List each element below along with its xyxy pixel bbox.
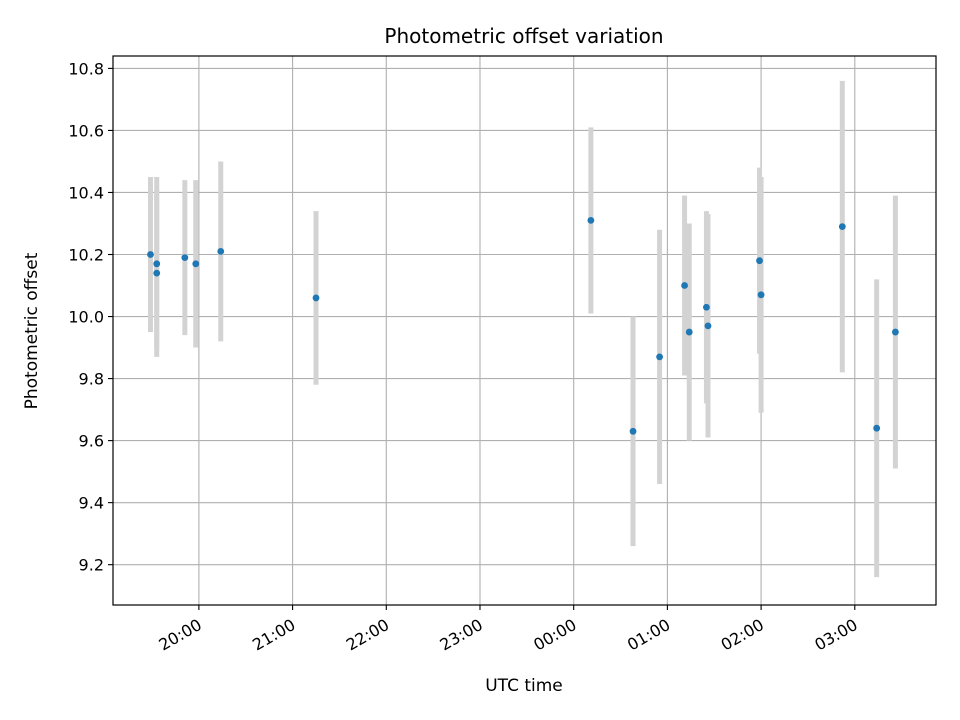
y-tick-label: 10.0 [68, 308, 104, 327]
data-point [703, 303, 710, 311]
x-tick-label: 00:00 [530, 615, 579, 655]
data-point [757, 291, 765, 299]
y-axis-label: Photometric offset [22, 252, 42, 409]
y-tick-label: 9.8 [79, 370, 104, 389]
data-point [153, 260, 161, 268]
y-tick-label: 9.4 [79, 494, 104, 513]
data-point [756, 257, 763, 265]
plot-frame [112, 55, 937, 606]
data-point [873, 424, 881, 432]
data-point [147, 251, 154, 258]
data-point [681, 282, 688, 289]
data-point [685, 328, 693, 336]
y-tick-label: 10.4 [68, 183, 104, 202]
y-tick-label: 9.2 [79, 556, 104, 575]
x-tick-label: 02:00 [718, 615, 767, 655]
x-axis-ticks: 20:00 21:00 22:00 23:00 00:00 01:00 02:00 03:00 [155, 605, 861, 655]
x-tick-label: 21:00 [249, 615, 298, 655]
y-tick-label: 10.2 [68, 246, 104, 265]
data-point [629, 427, 637, 435]
data-point [656, 353, 663, 361]
chart-title: Photometric offset variation [384, 24, 663, 48]
data-point [587, 216, 595, 224]
y-axis-ticks: 9.2 9.4 9.6 9.8 10.0 10.2 10.4 10.6 10.8 [68, 59, 113, 575]
x-tick-label: 20:00 [155, 615, 204, 655]
y-tick-label: 10.8 [68, 59, 104, 78]
data-point [891, 328, 899, 336]
grid [113, 56, 936, 605]
x-tick-label: 01:00 [624, 615, 673, 655]
x-tick-label: 03:00 [811, 615, 860, 655]
data-point [153, 269, 161, 277]
data-point [704, 322, 712, 330]
x-axis-label: UTC time [485, 676, 563, 696]
data-point [312, 294, 320, 302]
x-tick-label: 22:00 [343, 615, 392, 655]
data-point [192, 260, 200, 268]
y-tick-label: 10.6 [68, 121, 104, 140]
data-point [838, 223, 846, 230]
data-point [181, 254, 189, 262]
data-point [217, 248, 225, 255]
x-tick-label: 23:00 [437, 615, 486, 655]
y-tick-label: 9.6 [79, 432, 104, 451]
data-points [147, 216, 899, 435]
